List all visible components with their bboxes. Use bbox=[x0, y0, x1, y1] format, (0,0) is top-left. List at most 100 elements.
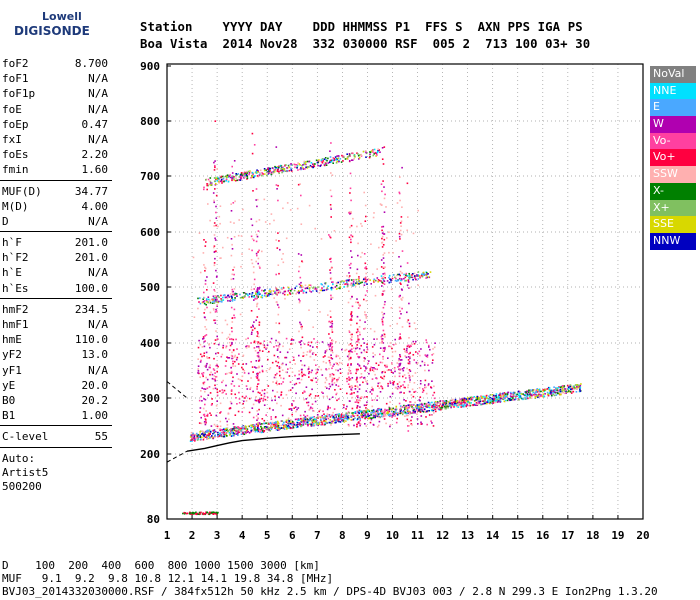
echo-point bbox=[214, 512, 217, 515]
echo-point bbox=[214, 384, 216, 387]
echo-point bbox=[554, 391, 557, 394]
echo-point bbox=[311, 407, 314, 410]
echo-point bbox=[412, 407, 414, 409]
param-value: 8.700 bbox=[74, 57, 108, 70]
echo-point bbox=[444, 403, 447, 406]
echo-point bbox=[204, 335, 206, 337]
echo-point bbox=[288, 287, 290, 290]
echo-point bbox=[256, 205, 258, 208]
echo-point bbox=[436, 407, 438, 409]
echo-point bbox=[418, 405, 420, 408]
echo-point bbox=[348, 331, 351, 333]
echo-point bbox=[213, 251, 216, 253]
echo-point bbox=[256, 235, 259, 238]
echo-point bbox=[329, 375, 331, 378]
echo-point bbox=[214, 239, 217, 241]
echo-point bbox=[357, 411, 360, 414]
echo-point bbox=[382, 257, 385, 259]
echo-point bbox=[550, 391, 552, 394]
x-tick-label: 9 bbox=[364, 529, 371, 542]
param-value: 234.5 bbox=[74, 302, 108, 316]
echo-point bbox=[290, 169, 293, 171]
echo-point bbox=[202, 434, 205, 436]
plot-frame bbox=[166, 63, 644, 520]
echo-point bbox=[248, 411, 251, 414]
echo-point bbox=[388, 274, 391, 277]
echo-point bbox=[212, 437, 215, 440]
echo-point bbox=[270, 424, 272, 427]
echo-point bbox=[308, 366, 310, 368]
echo-point bbox=[412, 411, 415, 413]
echo-point bbox=[533, 389, 535, 391]
echo-point bbox=[415, 278, 417, 281]
echo-point bbox=[407, 425, 409, 427]
echo-point bbox=[223, 389, 226, 392]
echo-point bbox=[349, 172, 352, 175]
echo-point bbox=[365, 409, 368, 412]
echo-point bbox=[507, 391, 510, 394]
echo-point bbox=[201, 436, 203, 439]
echo-point bbox=[252, 325, 254, 328]
echo-point bbox=[440, 407, 442, 409]
echo-point bbox=[371, 409, 373, 412]
echo-point bbox=[408, 325, 411, 328]
echo-point bbox=[317, 160, 320, 162]
echo-point bbox=[301, 336, 304, 339]
echo-point bbox=[235, 430, 237, 432]
echo-point bbox=[250, 235, 253, 238]
echo-point bbox=[332, 365, 334, 367]
echo-point bbox=[489, 402, 491, 405]
echo-point bbox=[390, 307, 393, 309]
echo-point bbox=[317, 417, 319, 419]
echo-point bbox=[198, 422, 201, 424]
echo-point bbox=[343, 417, 346, 420]
echo-point bbox=[409, 376, 411, 378]
echo-point bbox=[202, 382, 205, 384]
echo-point bbox=[365, 156, 367, 158]
echo-point bbox=[336, 418, 339, 420]
echo-point bbox=[235, 358, 238, 361]
echo-point bbox=[376, 151, 379, 154]
param-row: hmE 110.0 bbox=[0, 332, 112, 347]
echo-point bbox=[203, 300, 206, 302]
echo-point bbox=[356, 281, 358, 283]
echo-point bbox=[377, 364, 380, 366]
echo-point bbox=[256, 374, 259, 377]
echo-point bbox=[373, 367, 375, 369]
echo-point bbox=[429, 404, 431, 406]
echo-point bbox=[261, 172, 263, 174]
echo-point bbox=[425, 341, 428, 344]
echo-point bbox=[427, 276, 430, 278]
echo-point bbox=[257, 354, 260, 356]
echo-point bbox=[327, 288, 329, 290]
echo-point bbox=[199, 435, 202, 437]
echo-point bbox=[300, 285, 303, 287]
echo-point bbox=[232, 293, 235, 296]
echo-point bbox=[208, 437, 210, 440]
echo-point bbox=[423, 273, 426, 275]
echo-point bbox=[466, 397, 469, 400]
echo-point bbox=[351, 314, 353, 317]
echo-point bbox=[222, 178, 225, 180]
echo-point bbox=[542, 395, 544, 398]
echo-point bbox=[559, 388, 562, 391]
echo-point bbox=[323, 164, 326, 167]
echo-point bbox=[330, 277, 333, 279]
echo-point bbox=[254, 399, 257, 402]
echo-point bbox=[527, 391, 530, 393]
echo-point bbox=[499, 401, 501, 403]
echo-point bbox=[492, 400, 494, 402]
echo-point bbox=[339, 372, 342, 374]
echo-point bbox=[374, 373, 376, 376]
echo-point bbox=[293, 423, 296, 426]
echo-point bbox=[350, 364, 352, 366]
echo-point bbox=[404, 411, 407, 414]
echo-point bbox=[345, 279, 348, 282]
param-group-2: MUF(D) 34.77 M(D) 4.00 D N/A bbox=[0, 184, 112, 230]
echo-point bbox=[459, 401, 462, 404]
echo-point bbox=[252, 176, 255, 179]
echo-point bbox=[315, 421, 317, 423]
echo-point bbox=[495, 393, 498, 395]
echo-point bbox=[308, 288, 311, 290]
echo-point bbox=[335, 421, 337, 424]
